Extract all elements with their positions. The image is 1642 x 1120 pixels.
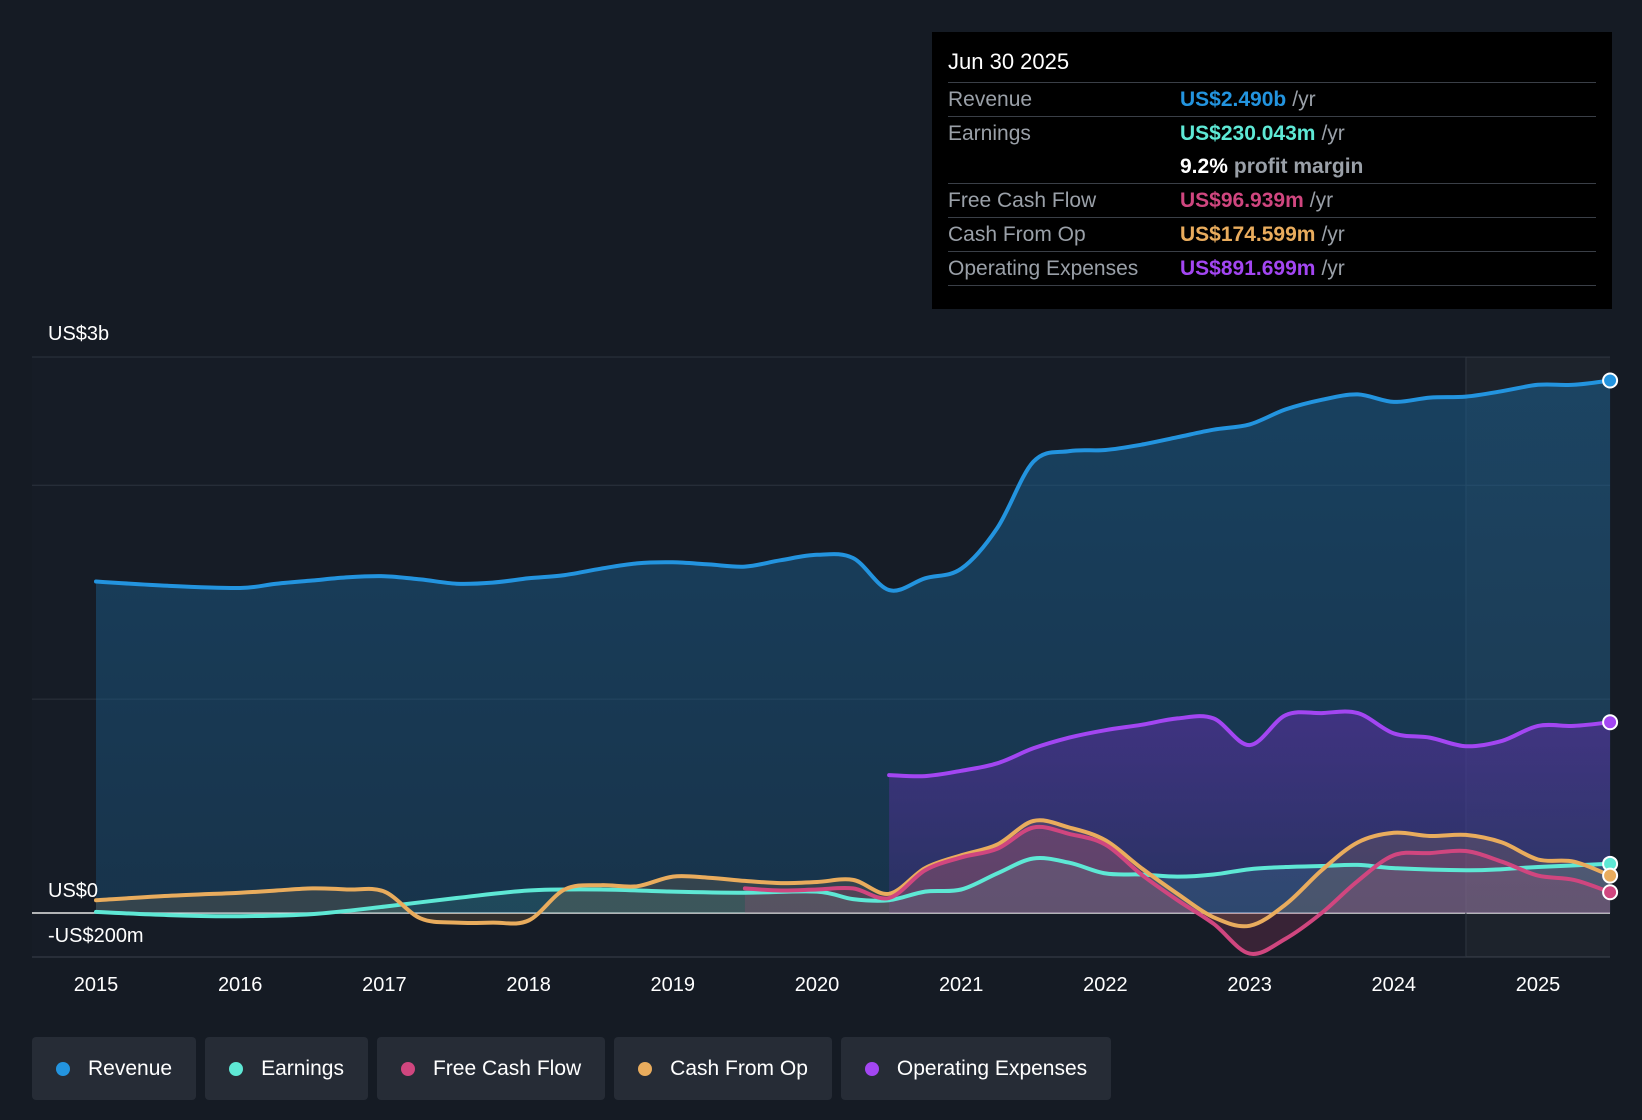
series-end-markers <box>1602 372 1619 901</box>
tooltip-label: Cash From Op <box>948 223 1086 246</box>
x-axis-labels: 2015 2016 2017 2018 2019 2020 2021 2022 2023 2024… <box>74 974 1561 996</box>
legend-dot-icon <box>864 1061 879 1076</box>
tooltip-row-revenue: Revenue US$2.490b /yr <box>948 83 1596 117</box>
legend-label: Operating Expenses <box>896 1056 1088 1080</box>
x-tick-label: 2021 <box>939 974 984 996</box>
tooltip-row-earnings: Earnings US$230.043m /yr <box>948 117 1596 150</box>
tooltip-row-opex: Operating Expenses US$891.699m /yr <box>948 252 1596 286</box>
x-tick-label: 2015 <box>74 974 119 996</box>
legend-dot-icon <box>638 1061 653 1076</box>
legend-label: Earnings <box>261 1056 344 1080</box>
tooltip-value: US$230.043m <box>1180 122 1316 145</box>
legend-label: Free Cash Flow <box>432 1056 582 1080</box>
tooltip-row-cfo: Cash From Op US$174.599m /yr <box>948 218 1596 252</box>
tooltip-margin-label: profit margin <box>1233 155 1364 178</box>
tooltip-label: Free Cash Flow <box>948 189 1097 212</box>
x-tick-label: 2023 <box>1227 974 1272 996</box>
tooltip-value: US$96.939m <box>1180 189 1304 212</box>
tooltip-label: Earnings <box>948 122 1031 145</box>
tooltip-row-fcf: Free Cash Flow US$96.939m /yr <box>948 184 1596 218</box>
legend-label: Revenue <box>88 1056 173 1080</box>
tooltip-unit: /yr <box>1321 257 1345 280</box>
line-fcf <box>742 824 1613 956</box>
x-tick-label: 2024 <box>1372 974 1417 996</box>
line-opex <box>887 709 1613 779</box>
line-earnings <box>94 856 1613 919</box>
tooltip-margin-value: 9.2% <box>1180 155 1228 178</box>
tooltip-unit: /yr <box>1321 122 1345 145</box>
x-tick-label: 2025 <box>1516 974 1561 996</box>
legend-item-revenue[interactable]: Revenue <box>32 1037 197 1100</box>
tooltip-label: Operating Expenses <box>948 257 1139 280</box>
line-cfo <box>94 818 1613 929</box>
tooltip-unit: /yr <box>1292 88 1316 111</box>
legend-item-opex[interactable]: Operating Expenses <box>840 1037 1112 1100</box>
x-tick-label: 2017 <box>362 974 407 996</box>
y-axis-labels: US$3b US$0 -US$200m <box>48 323 144 947</box>
x-tick-label: 2016 <box>218 974 263 996</box>
tooltip-value: US$891.699m <box>1180 257 1316 280</box>
legend-item-fcf[interactable]: Free Cash Flow <box>376 1037 606 1100</box>
y-tick-label: US$0 <box>48 880 98 902</box>
end-marker-cfo[interactable] <box>1602 867 1619 884</box>
tooltip-unit: /yr <box>1309 189 1334 212</box>
x-tick-label: 2020 <box>795 974 840 996</box>
legend-dot-icon <box>56 1061 70 1076</box>
series-lines <box>94 378 1613 956</box>
tooltip-row-margin: 9.2% profit margin <box>948 150 1596 184</box>
tooltip-value: US$2.490b <box>1180 88 1287 111</box>
end-marker-revenue[interactable] <box>1602 372 1619 389</box>
x-tick-label: 2019 <box>651 974 696 996</box>
x-tick-label: 2018 <box>506 974 551 996</box>
y-tick-label: US$3b <box>48 323 109 345</box>
x-tick-label: 2022 <box>1083 974 1128 996</box>
end-marker-fcf[interactable] <box>1602 884 1619 901</box>
legend-item-cfo[interactable]: Cash From Op <box>614 1037 832 1100</box>
legend-label: Cash From Op <box>670 1056 808 1080</box>
tooltip-label-empty <box>948 150 1180 183</box>
legend-dot-icon <box>400 1061 415 1076</box>
line-revenue <box>94 378 1613 593</box>
tooltip-date: Jun 30 2025 <box>948 46 1596 83</box>
area-cfo <box>96 820 1611 927</box>
end-marker-opex[interactable] <box>1602 714 1619 731</box>
tooltip-unit: /yr <box>1321 223 1345 246</box>
legend: Revenue Earnings Free Cash Flow Cash Fro… <box>32 1037 1120 1100</box>
legend-item-earnings[interactable]: Earnings <box>205 1037 368 1100</box>
y-tick-label: -US$200m <box>48 925 144 947</box>
legend-dot-icon <box>229 1061 244 1076</box>
tooltip-label: Revenue <box>948 88 1033 111</box>
tooltip-panel: Jun 30 2025 Revenue US$2.490b /yr Earnin… <box>932 32 1612 309</box>
tooltip-value: US$174.599m <box>1180 223 1316 246</box>
